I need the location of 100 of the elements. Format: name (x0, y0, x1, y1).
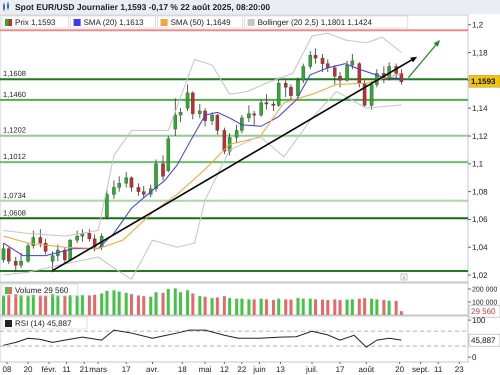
bar (252, 299, 256, 315)
line-series (3, 32, 402, 237)
x-tick-label: 23 (454, 365, 464, 374)
bar (240, 298, 244, 315)
candlestick (345, 60, 349, 82)
bar (326, 300, 330, 315)
bar (76, 295, 79, 315)
x-tick-label: 11 (62, 365, 72, 374)
bar (38, 295, 42, 315)
bar (302, 298, 305, 315)
bar (88, 295, 91, 315)
y-tick-label: 1,06 (472, 215, 488, 224)
legend-label: RSI (14) 45,887 (15, 319, 72, 328)
bar (333, 299, 336, 315)
bar (277, 298, 280, 315)
x-tick-label: avr. (146, 365, 159, 374)
y-tick-label: 1,12 (472, 132, 488, 141)
x-tick-label: 08 (2, 365, 12, 374)
bar (174, 288, 177, 315)
bar (394, 300, 398, 315)
bar (191, 294, 194, 315)
bar (198, 296, 202, 315)
bar (358, 298, 361, 315)
bar (346, 300, 349, 315)
legend-label: SMA (20) 1,1613 (84, 18, 144, 27)
bar (296, 298, 300, 315)
bar (32, 294, 35, 315)
bar (314, 299, 318, 315)
bar (370, 298, 374, 315)
y-tick-label: 0 (472, 352, 477, 362)
bar (68, 295, 72, 315)
annotation: 45,887 (471, 336, 496, 345)
legend-label: SMA (50) 1,1649 (170, 18, 232, 27)
bar (388, 300, 391, 315)
bar (124, 292, 128, 315)
chart-title: Spot EUR/USD Journalier 1,1593 -0,17 % 22 août 2025, 08:20:00 (15, 2, 270, 12)
bar (179, 292, 182, 315)
candlestick (105, 190, 109, 220)
bar (264, 299, 268, 315)
y-tick-label: 1,18 (472, 48, 488, 58)
bar (105, 290, 108, 315)
legend-label: Prix 1,1593 (15, 18, 56, 27)
bar (142, 296, 146, 315)
bar (375, 299, 378, 315)
bar (154, 292, 158, 315)
bar (260, 298, 263, 315)
x-tick-label: 21 (80, 365, 90, 374)
bar (7, 294, 10, 315)
x-tick-label: 13 (276, 365, 286, 374)
candlestick (362, 80, 366, 108)
bar (338, 300, 342, 315)
candlestick (350, 54, 354, 70)
bar (44, 296, 48, 315)
bar (216, 297, 219, 315)
bar (400, 311, 403, 315)
x-tick-label: mai (198, 365, 212, 374)
x-tick-label: juin (252, 365, 266, 374)
bar (51, 294, 54, 315)
bar (149, 296, 152, 315)
x-tick-label: 20 (24, 365, 34, 374)
bar (350, 299, 354, 315)
line-series (3, 90, 402, 280)
bar (112, 290, 116, 315)
y-tick-label: 100 (472, 316, 486, 325)
bar (308, 298, 312, 315)
y-tick-label: 1,04 (472, 243, 488, 252)
bar (93, 294, 96, 315)
bar (63, 296, 66, 315)
x-tick-label: juil. (304, 365, 318, 374)
x-tick-label: mars (89, 365, 108, 374)
bar (210, 298, 214, 315)
legend-label: Bollinger (20 2,5) 1,1801 1,1424 (258, 18, 372, 27)
legend-label: Volume 29 560 (15, 286, 69, 295)
annotation: 29 560 (471, 306, 496, 316)
x-tick-label: févr. (42, 365, 57, 374)
bar (20, 295, 23, 315)
x-tick-label: 11 (434, 365, 443, 374)
bar (204, 296, 207, 315)
bar (284, 299, 288, 315)
x-tick-label: août (358, 365, 375, 374)
bar (56, 295, 60, 315)
bar (100, 294, 104, 315)
x-tick-label: 20 (395, 365, 405, 374)
annotation: 1,1593 (471, 77, 496, 86)
bar (272, 300, 275, 315)
y-tick-label: 1,02 (472, 270, 488, 280)
bar (80, 295, 84, 315)
bar (162, 292, 165, 315)
y-tick-label: 1,14 (472, 104, 488, 113)
bar (14, 294, 18, 315)
bar (228, 298, 232, 315)
bar (186, 290, 190, 315)
bar (2, 295, 6, 315)
bar (289, 300, 292, 315)
bar (136, 295, 140, 315)
y-tick-label: 1,1 (472, 160, 484, 169)
bar (26, 295, 30, 315)
x-tick-label: 17 (336, 365, 346, 374)
x-tick-label: 17 (122, 365, 132, 374)
x-tick-label: sept. (412, 365, 430, 374)
